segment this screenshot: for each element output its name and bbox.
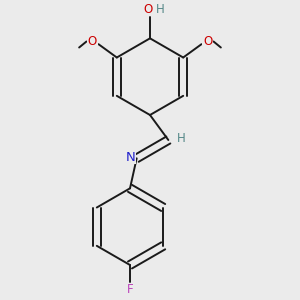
Text: H: H [156, 3, 165, 16]
Text: F: F [127, 283, 133, 296]
Text: N: N [126, 151, 136, 164]
Text: O: O [88, 35, 97, 48]
Text: O: O [144, 3, 153, 16]
Text: O: O [203, 35, 212, 48]
Text: H: H [177, 132, 185, 145]
